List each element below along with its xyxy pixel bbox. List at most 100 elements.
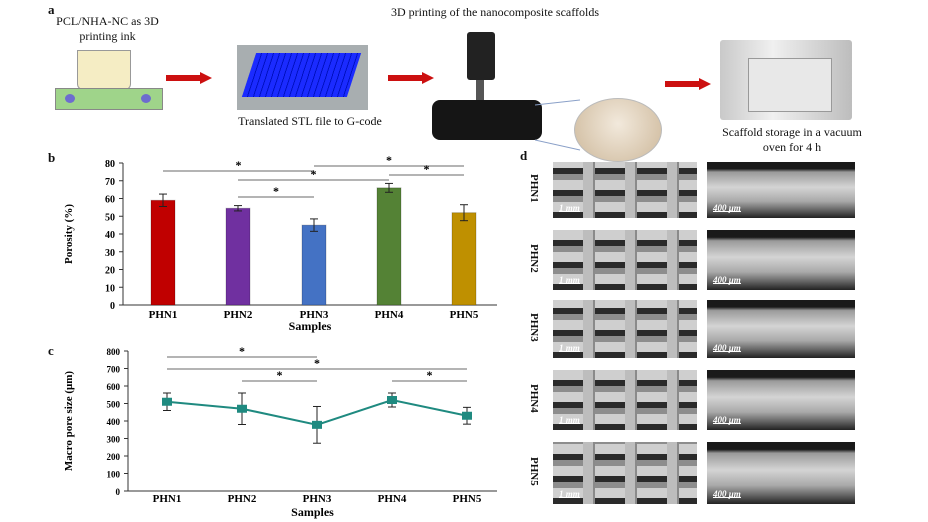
sem-high-mag-image: 400 μm	[707, 370, 855, 430]
chart-c-y-tick-label: 500	[107, 400, 121, 410]
scale-bar-label: 400 μm	[713, 343, 741, 353]
panel-c-label: c	[48, 343, 54, 358]
chart-c-point-PHN3	[312, 420, 322, 429]
chart-b-bar-PHN2	[225, 207, 251, 306]
chart-c-significance-mark: *	[277, 368, 283, 382]
chart-c-y-tick-label: 300	[107, 435, 121, 445]
chart-b-bar-PHN4	[376, 187, 402, 306]
sem-texture	[553, 230, 697, 290]
sem-texture	[553, 442, 697, 504]
sem-low-mag-image: 1 mm	[553, 442, 697, 504]
nozzle-closeup-image	[574, 98, 662, 162]
sem-row-label: PHN3	[528, 313, 540, 342]
chart-c-x-tick-label: PHN1	[153, 493, 182, 505]
chart-b-x-tick-label: PHN1	[149, 309, 178, 321]
chart-b-x-axis-title: Samples	[289, 319, 332, 333]
chart-b-y-tick-label: 70	[105, 177, 115, 188]
chart-b-significance-mark: *	[311, 167, 317, 181]
chart-c-y-tick-label: 100	[107, 470, 121, 480]
chart-b-x-tick-label: PHN4	[375, 309, 404, 321]
chart-c-point-PHN1	[162, 397, 172, 406]
panel-b-label: b	[48, 150, 56, 165]
panel-d-label: d	[520, 148, 528, 163]
step-ink-caption: PCL/NHA-NC as 3D printing ink	[56, 14, 159, 43]
sem-low-mag-image: 1 mm	[553, 300, 697, 358]
chart-c-y-tick-label: 600	[107, 382, 121, 392]
step-oven-caption: Scaffold storage in a vacuum oven for 4 …	[722, 125, 862, 154]
chart-b-bar-PHN3	[301, 224, 327, 306]
chart-c-point-PHN5	[462, 411, 472, 420]
chart-b-x-tick-label: PHN5	[450, 309, 479, 321]
stl-model-image	[237, 45, 368, 110]
sem-row-label: PHN1	[528, 174, 540, 203]
chart-b-y-tick-label: 0	[110, 301, 115, 312]
sem-high-mag-image: 400 μm	[707, 230, 855, 290]
chart-b-bar-PHN1	[150, 199, 176, 306]
zoom-lines	[535, 99, 581, 151]
scale-bar-label: 400 μm	[713, 489, 741, 499]
step-stl-caption: Translated STL file to G-code	[238, 114, 382, 128]
chart-c-y-tick-label: 700	[107, 365, 121, 375]
chart-c-y-tick-label: 0	[116, 487, 121, 497]
chart-c-significance-mark: *	[314, 356, 320, 370]
chart-c-y-axis-title: Macro pore size (μm)	[63, 371, 75, 472]
scale-bar-label: 1 mm	[559, 275, 580, 285]
scale-bar-label: 1 mm	[559, 415, 580, 425]
chart-b-significance-mark: *	[273, 184, 279, 198]
chart-c-point-PHN2	[237, 404, 247, 413]
sem-texture	[707, 300, 855, 358]
chart-c-x-tick-label: PHN2	[228, 493, 257, 505]
sem-row-label: PHN5	[528, 457, 540, 486]
chart-b-significance-mark: *	[424, 162, 430, 176]
sem-texture	[707, 442, 855, 504]
sem-texture	[553, 300, 697, 358]
scale-bar-label: 400 μm	[713, 275, 741, 285]
chart-c-x-tick-label: PHN3	[303, 493, 332, 505]
arrow-3-icon	[665, 78, 711, 90]
chart-c-x-axis-title: Samples	[291, 505, 334, 519]
chart-b-y-tick-label: 40	[105, 230, 115, 241]
chart-b-y-tick-label: 30	[105, 248, 115, 259]
panel-a-label: a	[48, 2, 55, 17]
chart-b-y-tick-label: 50	[105, 212, 115, 223]
chart-c-y-tick-label: 400	[107, 417, 121, 427]
chart-b-y-axis-title: Porosity (%)	[63, 204, 75, 264]
sem-low-mag-image: 1 mm	[553, 230, 697, 290]
sem-high-mag-image: 400 μm	[707, 162, 855, 218]
chart-c-point-PHN4	[387, 396, 397, 404]
sem-high-mag-image: 400 μm	[707, 300, 855, 358]
scale-bar-label: 1 mm	[559, 203, 580, 213]
chart-b-significance-mark: *	[236, 158, 242, 172]
chart-b-y-tick-label: 60	[105, 195, 115, 206]
chart-b-x-tick-label: PHN3	[300, 309, 329, 321]
3d-printer-image	[432, 32, 542, 142]
sem-texture	[553, 162, 697, 218]
sem-texture	[707, 370, 855, 430]
sem-row-label: PHN2	[528, 244, 540, 273]
sem-texture	[707, 230, 855, 290]
chart-b-bar-PHN5	[451, 212, 477, 306]
scale-bar-label: 1 mm	[559, 489, 580, 499]
sem-texture	[553, 370, 697, 430]
chart-b-x-tick-label: PHN2	[224, 309, 253, 321]
scale-bar-label: 1 mm	[559, 343, 580, 353]
chart-b-y-tick-label: 80	[105, 159, 115, 170]
chart-c-significance-mark: *	[427, 368, 433, 382]
stirrer-beaker-illustration	[55, 50, 163, 110]
chart-c-significance-mark: *	[239, 344, 245, 358]
step-printing-caption: 3D printing of the nanocomposite scaffol…	[390, 5, 600, 19]
chart-c-y-tick-label: 200	[107, 452, 121, 462]
chart-b-y-tick-label: 10	[105, 283, 115, 294]
arrow-2-icon	[388, 72, 434, 84]
sem-texture	[707, 162, 855, 218]
sem-row-label: PHN4	[528, 384, 540, 413]
vacuum-oven-image	[720, 40, 852, 120]
chart-b-y-tick-label: 20	[105, 266, 115, 277]
chart-c-x-tick-label: PHN4	[378, 493, 407, 505]
sem-low-mag-image: 1 mm	[553, 370, 697, 430]
chart-b-significance-mark: *	[386, 153, 392, 167]
arrow-1-icon	[166, 72, 212, 84]
sem-low-mag-image: 1 mm	[553, 162, 697, 218]
scale-bar-label: 400 μm	[713, 203, 741, 213]
